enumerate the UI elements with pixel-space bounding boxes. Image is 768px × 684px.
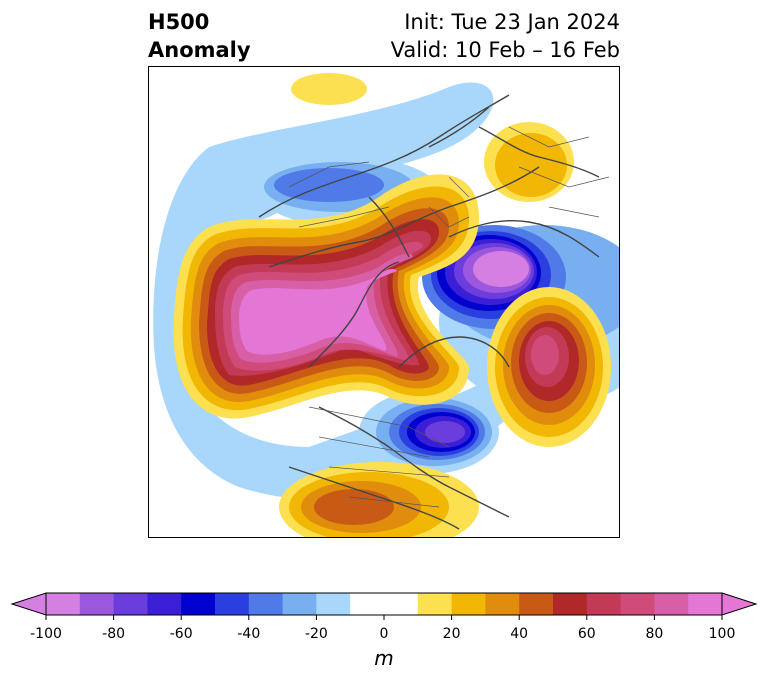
colorbar-ticks bbox=[45, 615, 723, 620]
colorbar-segment bbox=[350, 593, 385, 615]
colorbar-tick-label: 40 bbox=[510, 626, 529, 642]
colorbar-segment bbox=[248, 593, 284, 615]
colorbar-tick-label: 80 bbox=[645, 626, 664, 642]
anomaly-map-graphic bbox=[153, 73, 619, 537]
init-date: Init: Tue 23 Jan 2024 bbox=[404, 10, 620, 34]
colorbar-segment bbox=[215, 593, 250, 615]
colorbar-segment bbox=[113, 593, 148, 615]
colorbar-segment bbox=[46, 593, 81, 615]
anomaly-map bbox=[148, 66, 620, 538]
colorbar-segment bbox=[654, 593, 689, 615]
colorbar-segment bbox=[586, 593, 622, 615]
title-line-1: H500 bbox=[148, 10, 210, 34]
colorbar-tick-label: -20 bbox=[304, 626, 328, 642]
valid-range: Valid: 10 Feb – 16 Feb bbox=[390, 38, 620, 62]
colorbar bbox=[10, 592, 758, 620]
colorbar-unit: m bbox=[374, 646, 394, 670]
colorbar-segments bbox=[46, 593, 723, 615]
colorbar-tick-label: -100 bbox=[30, 626, 62, 642]
borders bbox=[288, 126, 610, 508]
colorbar-tick-label: 0 bbox=[379, 626, 389, 642]
colorbar-segment bbox=[384, 593, 419, 615]
colorbar-tick-label: 100 bbox=[708, 626, 736, 642]
title-line-2: Anomaly bbox=[148, 38, 251, 62]
colorbar-segment bbox=[485, 593, 520, 615]
colorbar-segment bbox=[417, 593, 453, 615]
colorbar-segment bbox=[688, 593, 723, 615]
colorbar-segment bbox=[451, 593, 486, 615]
colorbar-segment bbox=[620, 593, 655, 615]
colorbar-tick-label: -80 bbox=[102, 626, 126, 642]
colorbar-tick-label: 20 bbox=[442, 626, 461, 642]
colorbar-extend-max bbox=[721, 592, 758, 616]
colorbar-segment bbox=[147, 593, 182, 615]
colorbar-segment bbox=[181, 593, 216, 615]
colorbar-segment bbox=[553, 593, 588, 615]
colorbar-tick-label: 60 bbox=[577, 626, 596, 642]
coastlines bbox=[258, 94, 600, 530]
colorbar-tick-label: -60 bbox=[169, 626, 193, 642]
gulf-ridge bbox=[279, 462, 479, 537]
map-dates: Init: Tue 23 Jan 2024 Valid: 10 Feb – 16… bbox=[391, 8, 620, 64]
polar-ridge bbox=[173, 174, 479, 419]
map-title: H500 Anomaly bbox=[148, 8, 251, 64]
colorbar-extend-min bbox=[10, 592, 47, 616]
us-trough bbox=[359, 390, 499, 474]
colorbar-tick-label: -40 bbox=[237, 626, 261, 642]
colorbar-segment bbox=[282, 593, 317, 615]
atlantic-ridge bbox=[487, 287, 611, 447]
colorbar-segment bbox=[519, 593, 554, 615]
colorbar-segment bbox=[316, 593, 351, 615]
colorbar-segment bbox=[79, 593, 115, 615]
